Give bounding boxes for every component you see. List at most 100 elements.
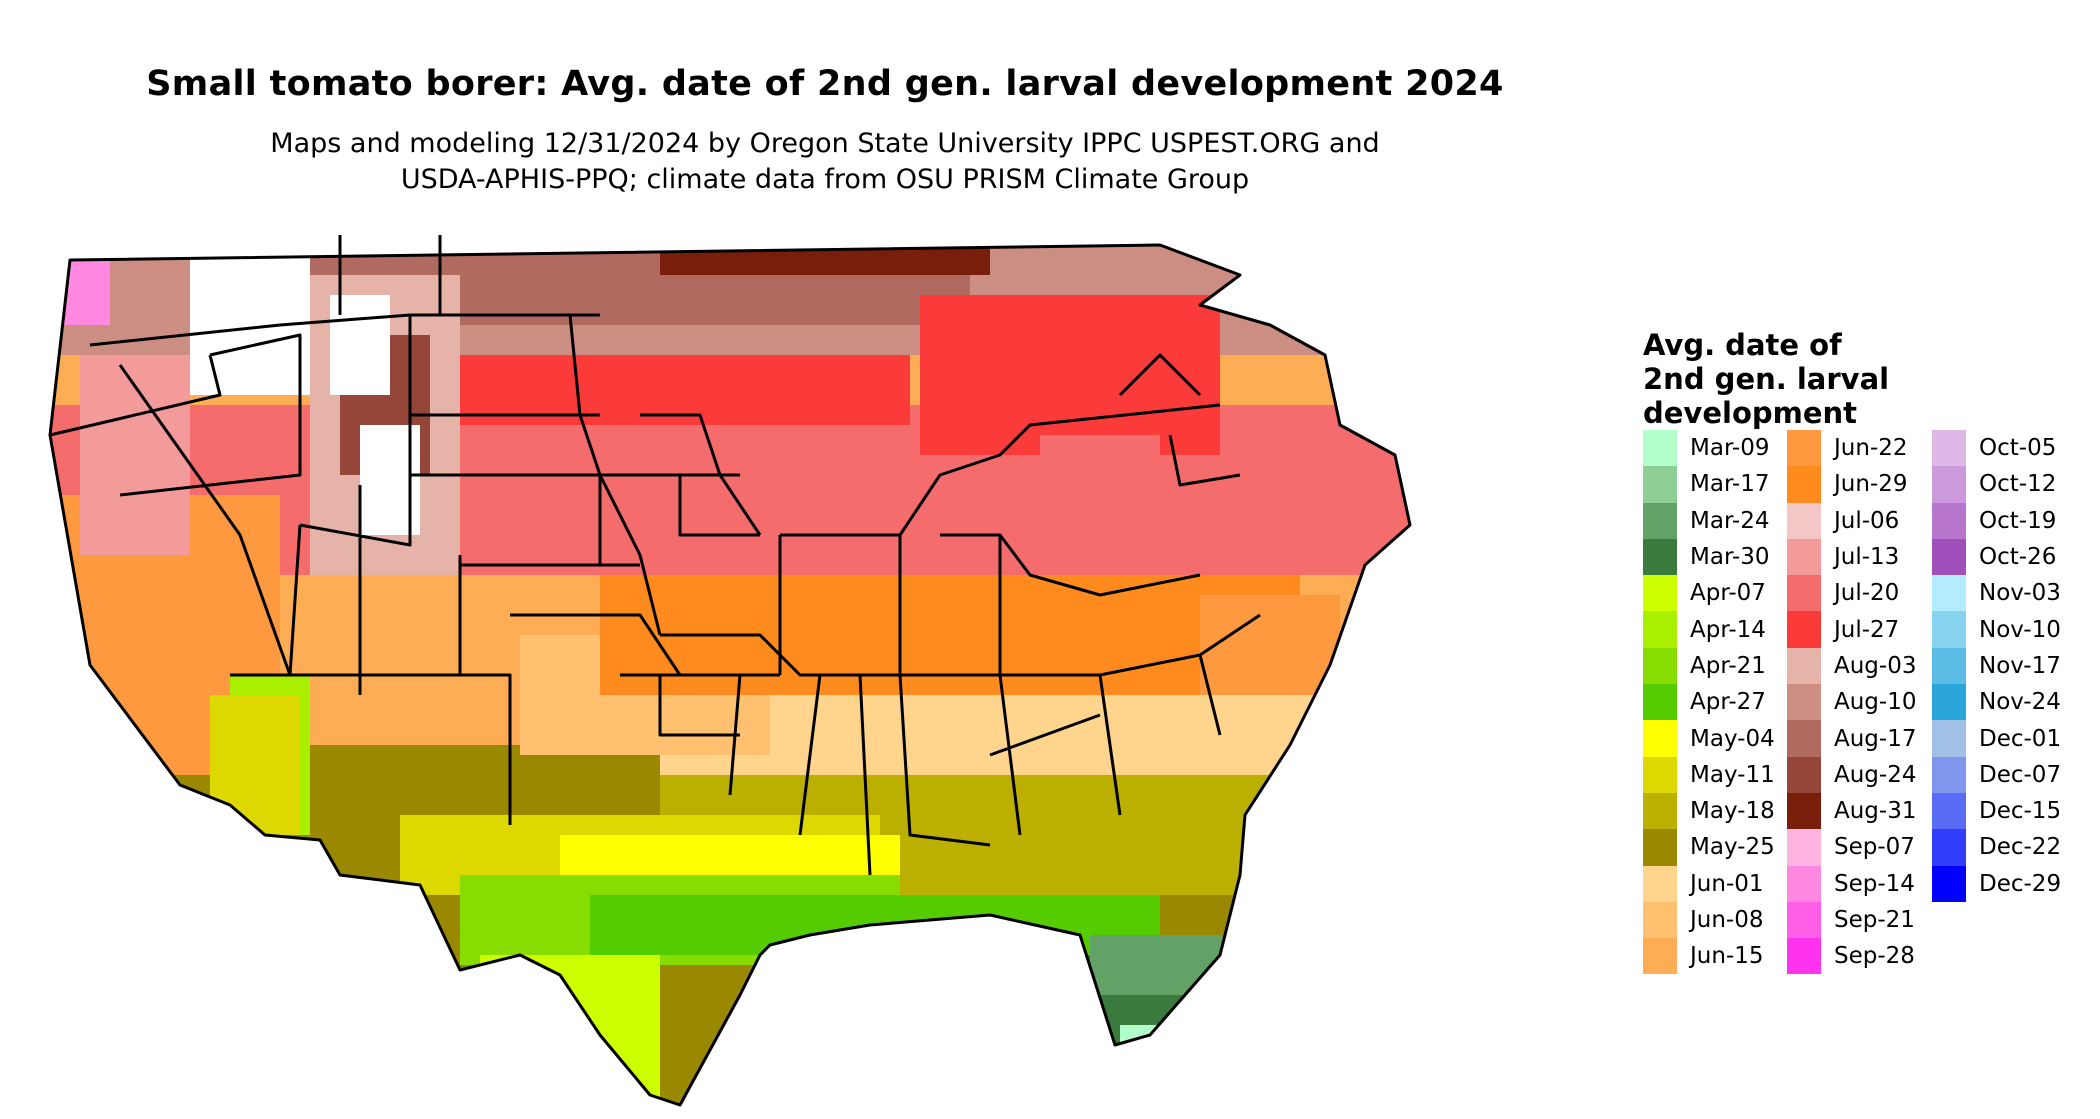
legend-swatch [1787,792,1821,830]
legend-swatch [1643,865,1677,902]
legend-title-line3: development [1643,396,1858,430]
legend-label: Mar-30 [1690,544,1770,571]
legend-item: May-11 [1643,756,1775,793]
legend-swatch [1643,684,1677,721]
legend-swatch [1787,611,1821,648]
legend-label: May-04 [1690,725,1775,752]
legend-label: Dec-22 [1979,834,2062,861]
zone-jul-27-east [920,295,1220,455]
zone-mar-09 [1120,1025,1170,1065]
us-map-svg [48,235,1412,1107]
legend-item: Jul-13 [1787,538,1916,576]
legend-item: Apr-27 [1643,684,1775,721]
legend-label: Sep-28 [1834,943,1915,970]
legend-item: Dec-07 [1932,756,2062,793]
legend-item: Oct-05 [1932,430,2061,467]
legend-label: Jun-22 [1834,435,1908,462]
legend-label: Mar-24 [1690,507,1770,534]
legend-swatch [1787,829,1821,866]
legend-swatch [1932,647,1966,685]
legend-column-1: Mar-09 Mar-17 Mar-24 Mar-30 Apr-07 Apr-14 Apr-… [1643,430,1775,975]
legend-label: Aug-17 [1834,725,1917,752]
legend-label: May-18 [1690,798,1775,825]
legend-swatch [1643,647,1677,685]
legend-item: Nov-03 [1932,575,2061,612]
legend-item: May-25 [1643,829,1775,866]
legend-item: Sep-07 [1787,829,1916,866]
legend-swatch [1787,575,1821,612]
legend-label: Oct-19 [1979,507,2057,534]
zone-jun-22-fl-pan [1200,595,1340,695]
zone-apr-07 [480,955,660,1105]
legend-item: May-18 [1643,792,1775,830]
legend-swatch [1932,720,1966,757]
legend-item: Nov-17 [1932,647,2061,685]
legend-swatch [1787,720,1821,757]
legend-label: Aug-10 [1834,689,1917,716]
legend-item: Jul-06 [1787,502,1916,539]
legend-label: Nov-10 [1979,616,2061,643]
legend-swatch [1787,756,1821,793]
legend-item: Sep-14 [1787,865,1916,902]
legend-label: Oct-12 [1979,471,2057,498]
legend-item: Aug-03 [1787,647,1916,685]
legend-label: May-25 [1690,834,1775,861]
legend-swatch [1643,466,1677,503]
legend-swatch [1787,938,1821,975]
legend-item: Mar-24 [1643,502,1775,539]
legend-label: Nov-03 [1979,580,2061,607]
legend-label: Oct-26 [1979,544,2057,571]
legend-item: Jun-29 [1787,466,1916,503]
legend-swatch [1643,938,1677,975]
legend-swatch [1932,430,1966,467]
legend-label: Jun-29 [1834,471,1908,498]
legend-label: Apr-14 [1690,616,1766,643]
legend-label: Sep-21 [1834,907,1915,933]
legend-title: Avg. date of 2nd gen. larval development [1643,328,1889,430]
legend-item: Mar-30 [1643,538,1775,576]
legend-swatch [1787,466,1821,503]
legend-title-line1: Avg. date of [1643,328,1842,362]
legend-swatch [1787,901,1821,939]
legend-swatch [1932,829,1966,866]
legend-swatch [1787,647,1821,685]
legend-item: Oct-19 [1932,502,2061,539]
us-map [40,235,1580,1115]
legend-column-2: Jun-22 Jun-29 Jul-06 Jul-13 Jul-20 Jul-27 Aug-… [1787,430,1917,975]
legend-label: Aug-31 [1834,798,1917,825]
legend-swatch [1932,611,1966,648]
legend-label: Apr-21 [1690,652,1766,679]
legend-swatch [1643,756,1677,793]
legend-item: Jun-01 [1643,865,1775,902]
legend-swatch [1643,575,1677,612]
legend-label: Sep-14 [1834,870,1915,897]
legend-label: Mar-17 [1690,471,1770,498]
map-subtitle-line1: Maps and modeling 12/31/2024 by Oregon S… [270,128,1380,159]
legend-swatch [1643,829,1677,866]
legend-label: Dec-07 [1979,761,2062,788]
legend-item: Nov-10 [1932,611,2061,648]
legend-label: Oct-05 [1979,435,2057,462]
legend-swatch [1787,430,1821,467]
zone-sep-14-high [50,245,110,325]
zone-may-11-az [210,695,300,835]
zone-jul-20-east [1040,435,1160,515]
legend-item: Nov-24 [1932,684,2061,721]
legend-item: Oct-12 [1932,466,2061,503]
legend-label: Nov-17 [1979,652,2061,679]
legend-label: Nov-24 [1979,689,2061,716]
legend-label: Dec-15 [1979,798,2062,825]
zone-aug-31-north [660,245,990,275]
legend-item: Aug-31 [1787,792,1917,830]
legend-item: Apr-07 [1643,575,1775,612]
legend-item: Jul-20 [1787,575,1916,612]
legend-item: Aug-17 [1787,720,1917,757]
legend-swatch [1643,430,1677,467]
legend-swatch [1932,575,1966,612]
legend-swatch [1787,684,1821,721]
legend-item: Dec-22 [1932,829,2062,866]
legend-swatch [1787,502,1821,539]
legend-swatch [1643,611,1677,648]
legend-swatch [1643,792,1677,830]
legend-item: Apr-21 [1643,647,1775,685]
